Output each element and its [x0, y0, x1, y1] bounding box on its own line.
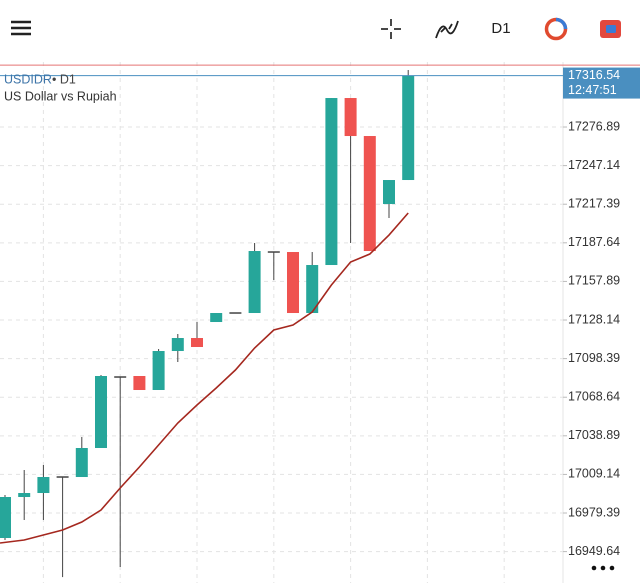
candle-body — [267, 251, 280, 253]
candle-body — [114, 376, 127, 378]
candle-body — [95, 376, 107, 448]
symbol: USDIDR — [4, 72, 52, 86]
candle-body — [56, 476, 69, 478]
candle-body — [37, 477, 50, 494]
last-price-badge — [563, 67, 640, 99]
candle-body — [0, 497, 11, 539]
timeframe-button[interactable]: D1 — [491, 20, 510, 37]
indicators-button[interactable] — [435, 20, 459, 39]
menu-button[interactable] — [11, 20, 31, 36]
candle-body — [75, 447, 88, 478]
y-tick-label: 17247.14 — [568, 158, 620, 172]
y-tick-label: 16949.64 — [568, 544, 620, 558]
y-tick-label: 17038.89 — [568, 428, 620, 442]
subtitle: US Dollar vs Rupiah — [4, 89, 117, 103]
candle-body — [383, 180, 395, 205]
y-tick-label: 17098.39 — [568, 351, 620, 365]
y-tick-label: 17157.89 — [568, 274, 620, 288]
candle-body — [306, 265, 319, 314]
y-tick-label: 17128.14 — [568, 312, 620, 326]
candle-body — [133, 376, 146, 391]
candle-body — [363, 136, 376, 252]
candle-body — [248, 251, 261, 314]
candle-body — [171, 338, 184, 352]
timeframe-label: • D1 — [52, 72, 76, 86]
candle-body — [18, 493, 31, 498]
candle-body — [344, 98, 357, 137]
y-tick-label: 17009.14 — [568, 467, 620, 481]
y-tick-label: 17217.39 — [568, 197, 620, 211]
candle-body — [402, 75, 415, 181]
trade-button[interactable] — [600, 20, 621, 38]
candle-body — [152, 351, 165, 391]
toolbar: D1 — [11, 17, 621, 41]
crosshair-button[interactable] — [381, 19, 401, 39]
y-tick-label: 17068.64 — [568, 390, 620, 404]
candle-body — [210, 313, 223, 323]
y-tick-label: 17276.89 — [568, 119, 620, 133]
chart-type-button[interactable] — [544, 17, 568, 41]
last-price-label: 17316.54 — [568, 68, 620, 82]
more-button[interactable] — [591, 565, 615, 571]
last-price-time: 12:47:51 — [568, 83, 617, 97]
y-tick-label: 16979.39 — [568, 505, 620, 519]
candle-body — [325, 98, 338, 266]
y-tick-label: 17187.64 — [568, 235, 620, 249]
chart-area: 17276.89 17247.14 17217.39 17187.64 17157.89… — [0, 62, 640, 583]
candle-body — [287, 252, 299, 314]
candle-body — [229, 312, 242, 314]
moving-average — [0, 212, 409, 544]
candle-body — [191, 338, 203, 348]
